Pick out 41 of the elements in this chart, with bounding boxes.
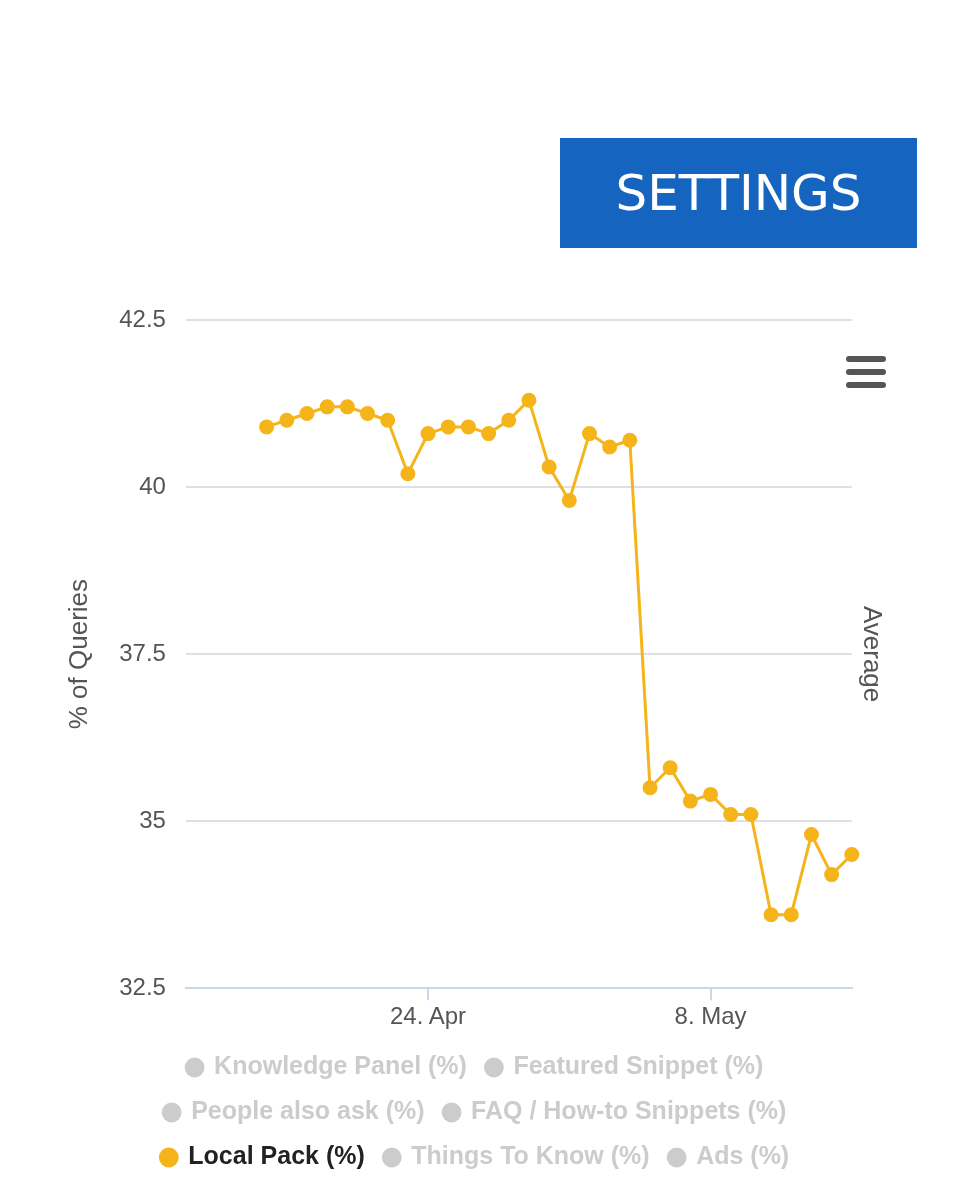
point [541, 459, 557, 475]
point [743, 806, 759, 822]
y-tick-label: 32.5 [119, 972, 166, 1000]
point [824, 867, 840, 883]
point [279, 412, 295, 428]
point [380, 412, 396, 428]
point [662, 760, 678, 776]
point [360, 406, 376, 422]
point [622, 432, 638, 448]
point [581, 426, 597, 442]
point [460, 419, 476, 435]
point [400, 466, 416, 482]
point [420, 426, 436, 442]
legend-label: Local Pack (%) [188, 1141, 365, 1170]
point [319, 399, 335, 415]
text: SETTINGS [560, 138, 917, 248]
point [521, 392, 537, 408]
point [844, 847, 860, 863]
point [763, 907, 779, 923]
x-tick-label: 8. May [674, 1002, 747, 1030]
point [339, 399, 355, 415]
point [602, 439, 618, 455]
point [682, 793, 698, 809]
point [299, 406, 315, 422]
y-tick-label: 42.5 [119, 304, 166, 332]
y-axis-title: % of Queries [62, 578, 93, 730]
point [723, 806, 739, 822]
point [481, 426, 497, 442]
point [642, 780, 658, 796]
point [501, 412, 517, 428]
y-tick-label: 35 [139, 805, 166, 833]
x-tick-label: 24. Apr [390, 1002, 467, 1030]
point [803, 827, 819, 843]
y-tick-label: 40 [139, 471, 166, 499]
point [561, 492, 577, 508]
point [440, 419, 456, 435]
point [703, 786, 719, 802]
point [783, 907, 799, 923]
y2-axis-title: Average [858, 605, 889, 703]
point [259, 419, 275, 435]
y-tick-label: 37.5 [119, 638, 166, 666]
